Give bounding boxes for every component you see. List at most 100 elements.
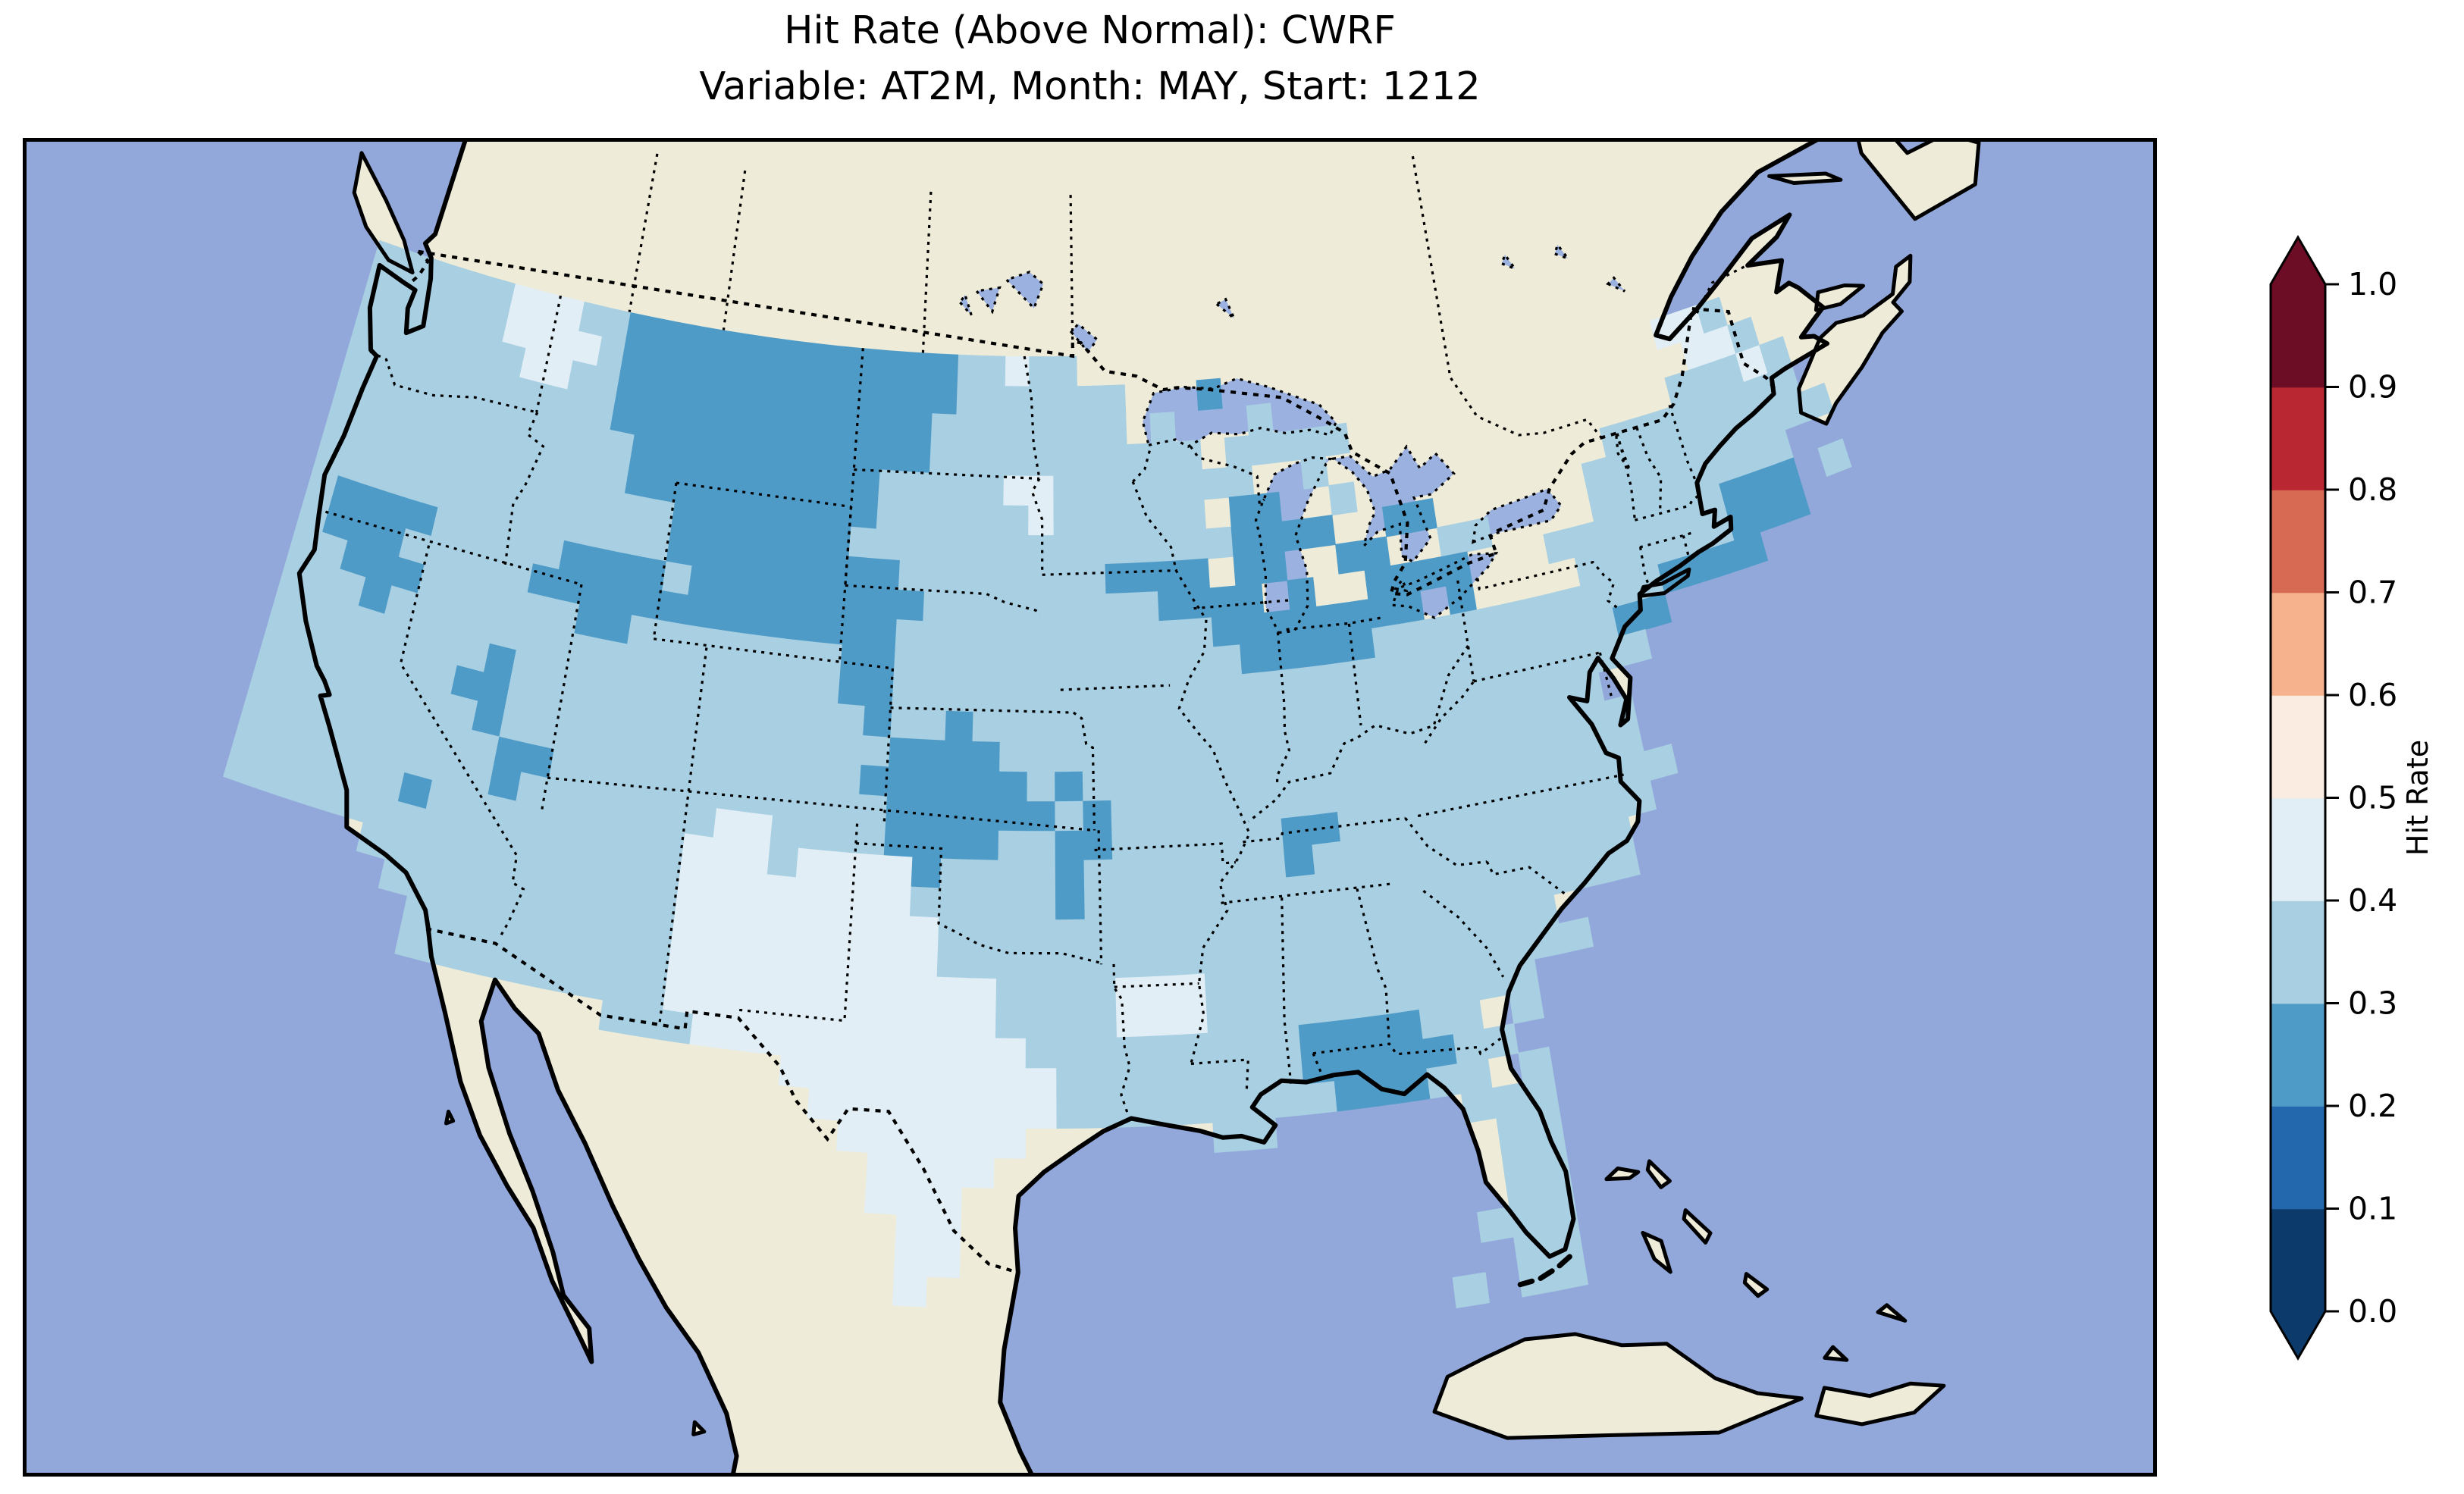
hitrate-cell xyxy=(1390,561,1421,596)
hitrate-cell xyxy=(1760,429,1794,468)
hitrate-cell xyxy=(648,317,678,352)
hitrate-cell xyxy=(688,565,719,600)
hitrate-cell xyxy=(950,562,977,595)
hitrate-cell xyxy=(713,808,745,842)
hitrate-cell xyxy=(1086,1037,1118,1069)
hitrate-cell xyxy=(1077,385,1102,417)
hitrate-cell xyxy=(559,691,592,727)
hitrate-cell xyxy=(1255,847,1287,882)
hitrate-cell xyxy=(1133,621,1161,653)
hitrate-cell xyxy=(394,924,431,962)
state-border xyxy=(535,295,563,413)
state-border xyxy=(1275,632,1291,788)
hitrate-cell xyxy=(458,392,490,430)
hitrate-cell xyxy=(842,1030,875,1063)
hitrate-cell xyxy=(1264,966,1297,1000)
hitrate-cell xyxy=(1543,528,1575,565)
hitrate-cell xyxy=(395,434,428,472)
hitrate-cell xyxy=(1688,362,1721,399)
hitrate-cell xyxy=(838,1090,872,1123)
hitrate-cell xyxy=(1228,880,1260,913)
state-border xyxy=(1668,405,1698,484)
hitrate-cell xyxy=(521,743,555,779)
hitrate-cell xyxy=(1428,644,1460,679)
hitrate-cell xyxy=(582,906,616,942)
hitrate-cell xyxy=(450,665,484,702)
hitrate-cell xyxy=(1751,494,1786,533)
state-border xyxy=(855,842,1102,964)
hitrate-cell xyxy=(625,312,654,348)
country-borders-layer xyxy=(411,249,1776,1274)
hitrate-cell xyxy=(1475,964,1510,1001)
hitrate-cell xyxy=(1211,1090,1245,1123)
hitrate-cell xyxy=(1278,785,1310,819)
hitrate-cell xyxy=(478,305,509,343)
hitrate-cell xyxy=(378,858,415,897)
hitrate-cell xyxy=(898,1154,932,1187)
hitrate-cell xyxy=(964,1037,996,1069)
hitrate-cell xyxy=(321,503,356,542)
state-border xyxy=(1476,560,1619,609)
hitrate-cell xyxy=(968,859,999,891)
hitrate-cell xyxy=(1518,1046,1554,1083)
hitrate-cell xyxy=(506,406,538,443)
hitrate-cell xyxy=(976,564,1003,595)
hitrate-cell xyxy=(824,850,856,884)
colorbar-arrow-under xyxy=(2271,1311,2325,1358)
hitrate-cell xyxy=(1768,457,1803,496)
state-border xyxy=(654,637,893,670)
hitrate-cell xyxy=(833,732,864,766)
hitrate-cell xyxy=(739,573,770,608)
hitrate-cell xyxy=(1117,1036,1149,1068)
hitrate-cell xyxy=(1178,499,1206,531)
hitrate-cell xyxy=(830,435,858,468)
hitrate-cell xyxy=(756,962,789,997)
colorbar-segment xyxy=(2271,490,2325,594)
hitrate-cell xyxy=(586,697,619,732)
hitrate-cell xyxy=(652,828,685,864)
hitrate-cell xyxy=(656,799,689,835)
hitrate-cell xyxy=(561,389,592,425)
hitrate-cell xyxy=(1198,853,1230,886)
hitrate-cell xyxy=(996,948,1027,980)
hitrate-cell xyxy=(997,860,1027,891)
hitrate-cell xyxy=(828,465,856,498)
lake-superior xyxy=(1143,378,1337,447)
hitrate-cell xyxy=(832,406,861,439)
hitrate-cell xyxy=(851,496,879,530)
hitrate-cell xyxy=(835,1120,870,1154)
hitrate-cell xyxy=(365,549,400,587)
colorbar: 0.0 0.1 0.2 0.3 0.4 0.5 0.6 0.7 0.8 0.9 1.0 Hit Rat… xyxy=(2269,235,2434,1361)
title-line-1: Hit Rate (Above Normal): CWRF xyxy=(784,8,1396,53)
hitrate-cell xyxy=(591,847,625,884)
hitrate-cell xyxy=(1173,944,1205,976)
hitrate-cell xyxy=(558,540,591,576)
hitrate-cell xyxy=(1215,674,1245,707)
hitrate-cell xyxy=(1180,528,1208,562)
hitrate-cell xyxy=(669,921,704,956)
hitrate-cell xyxy=(1449,999,1484,1035)
eleuthera-coastline xyxy=(1682,1208,1713,1245)
hitrate-cell xyxy=(337,353,371,392)
hitrate-cell xyxy=(1052,386,1078,418)
hitrate-cell xyxy=(704,448,733,483)
hitrate-cell xyxy=(1205,526,1234,559)
hitrate-cell xyxy=(1337,808,1370,842)
hitrate-cell xyxy=(1680,333,1713,371)
hitrate-cell xyxy=(1105,562,1133,595)
hitrate-cell xyxy=(772,518,801,552)
hitrate-cell xyxy=(1217,703,1247,737)
hitrate-cell xyxy=(1140,827,1171,860)
hitrate-cell xyxy=(1462,876,1497,913)
hitrate-cell xyxy=(1612,600,1646,637)
hitrate-cell xyxy=(839,644,870,678)
hitrate-cell xyxy=(825,494,854,528)
hitrate-cell xyxy=(864,676,895,709)
hitrate-cell xyxy=(644,498,676,533)
hitrate-cell xyxy=(623,823,657,859)
hitrate-cell xyxy=(1500,1141,1538,1178)
hitrate-cell xyxy=(838,346,865,379)
hitrate-cell xyxy=(1390,770,1422,805)
hitrate-cell xyxy=(1078,504,1105,536)
hitrate-cell xyxy=(1300,456,1329,490)
